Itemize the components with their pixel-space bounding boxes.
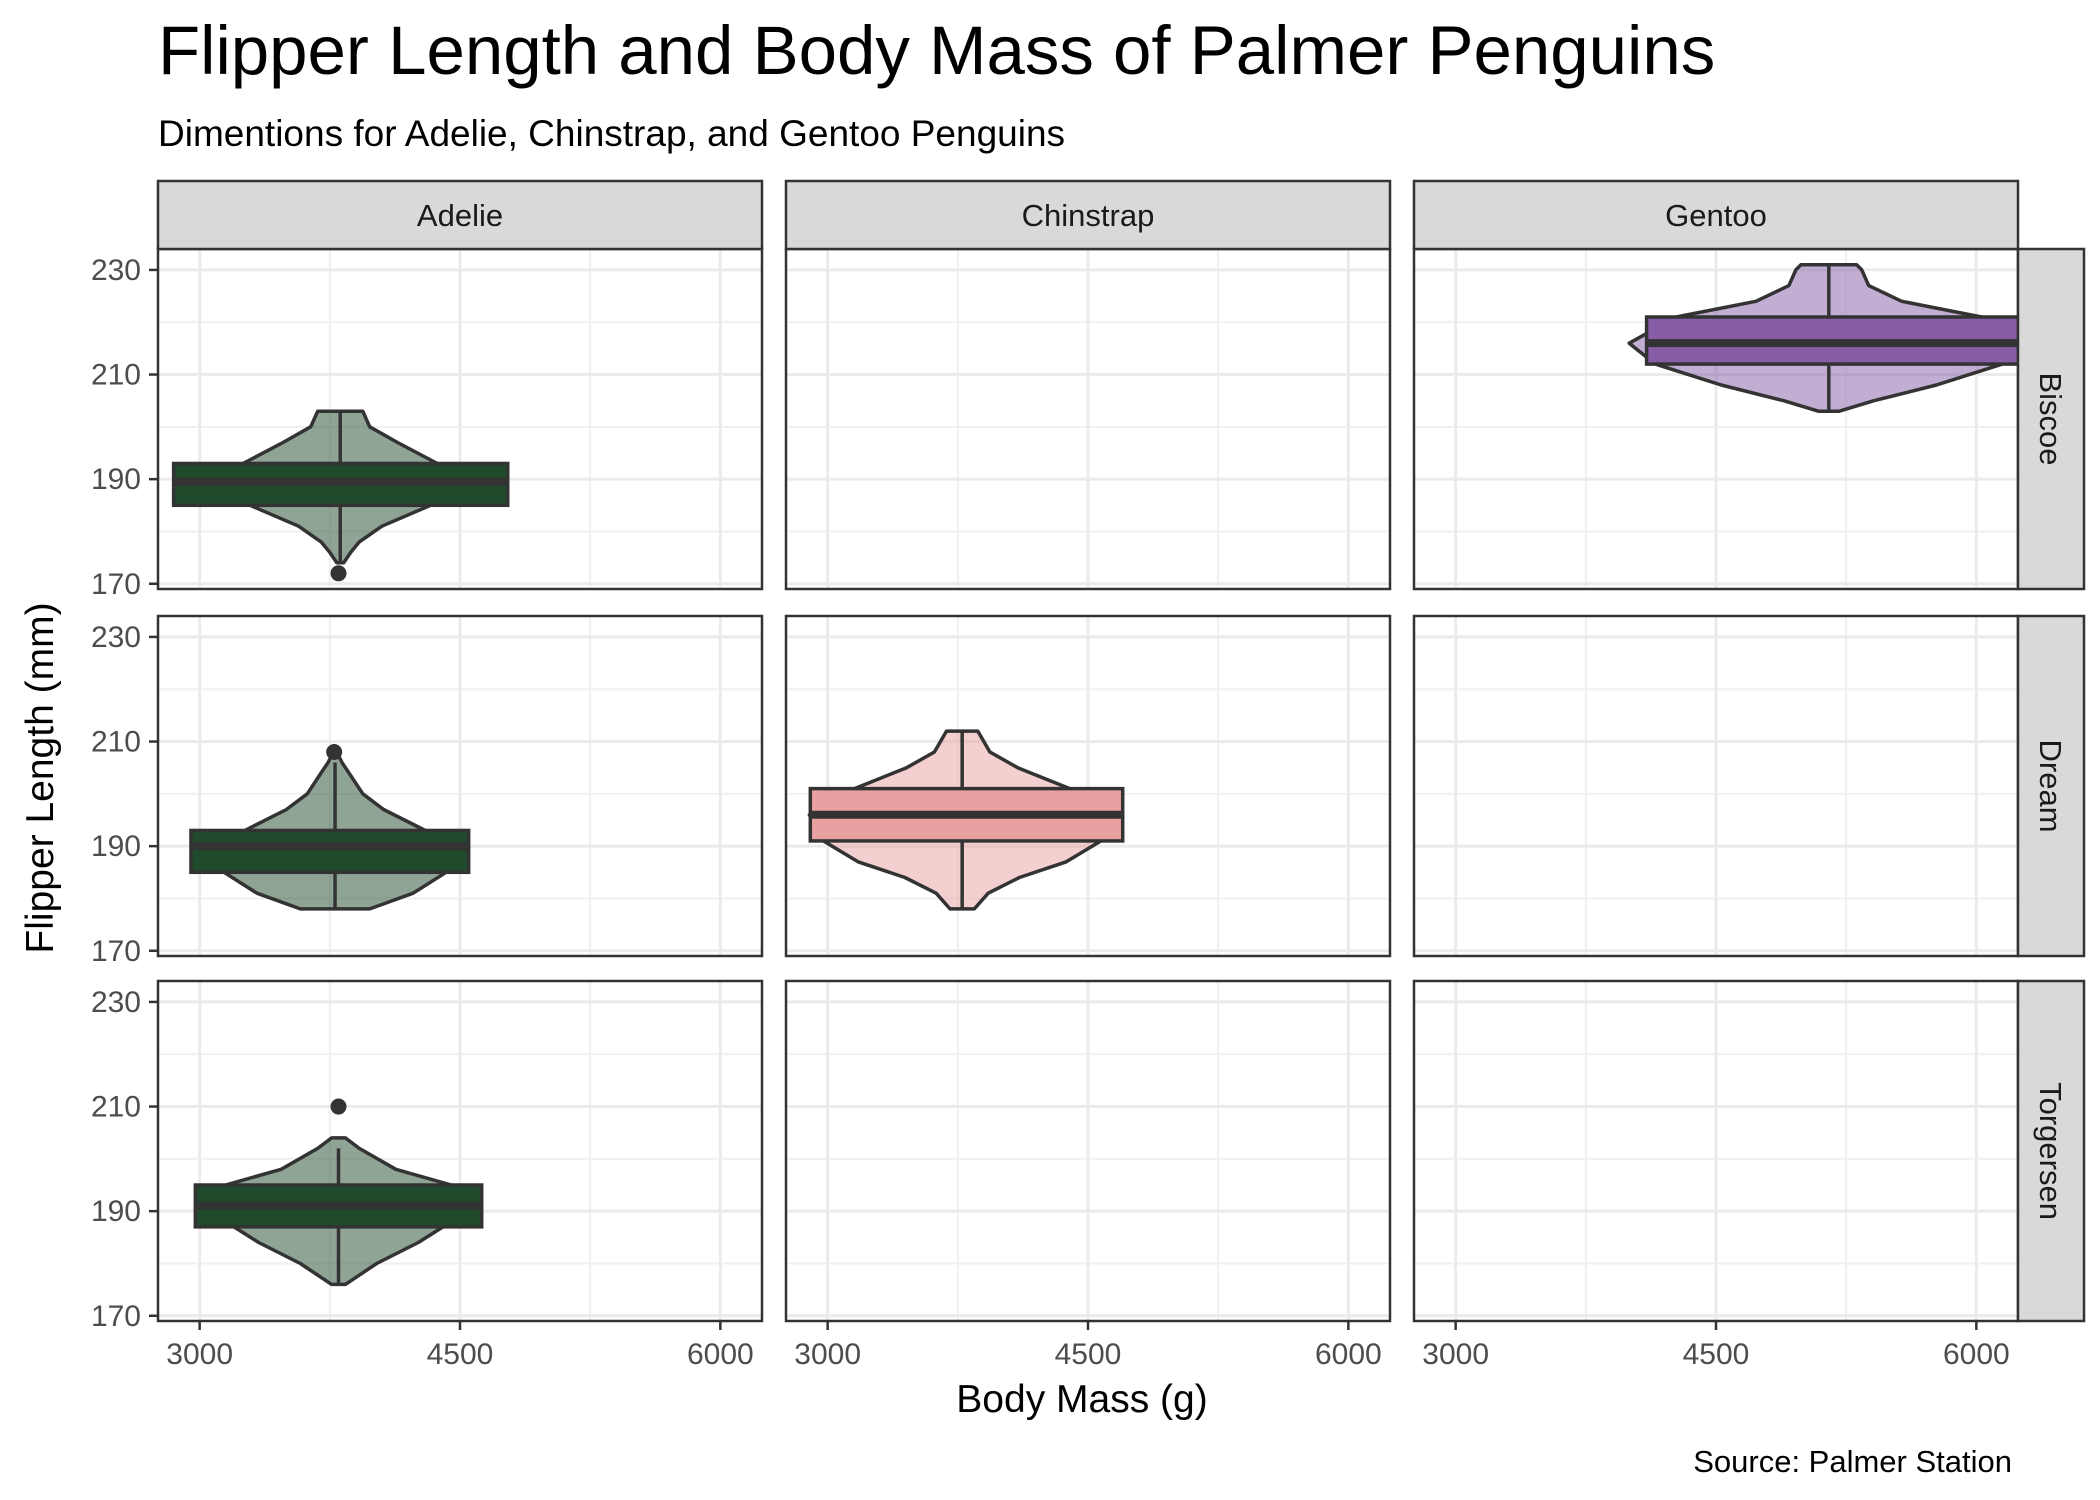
x-tick-label: 4500: [1055, 1338, 1122, 1371]
strip-label-adelie: Adelie: [417, 198, 503, 233]
x-tick-label: 3000: [794, 1338, 861, 1371]
y-tick-label: 170: [91, 935, 141, 968]
x-tick-label: 6000: [1943, 1338, 2010, 1371]
y-tick-label: 230: [91, 621, 141, 654]
panel-adelie-dream: [189, 744, 471, 911]
y-tick-label: 210: [91, 1091, 141, 1124]
x-tick-label: 4500: [427, 1338, 494, 1371]
panel-chinstrap-dream: [807, 729, 1125, 911]
y-tick-label: 210: [91, 359, 141, 392]
y-tick-label: 190: [91, 1195, 141, 1228]
x-tick-label: 6000: [687, 1338, 754, 1371]
box-iqr: [189, 828, 471, 875]
y-tick-label: 170: [91, 1300, 141, 1333]
panel-gentoo-biscoe: [1627, 262, 2031, 413]
strip-gentoo: [1412, 179, 2020, 251]
x-tick-label: 3000: [1422, 1338, 1489, 1371]
strip-label-chinstrap: Chinstrap: [1022, 198, 1155, 233]
y-tick-label: 190: [91, 830, 141, 863]
strip-label-gentoo: Gentoo: [1665, 198, 1767, 233]
strip-torgersen: [2016, 979, 2086, 1323]
panel-adelie-torgersen: [193, 1098, 484, 1287]
chart-title: Flipper Length and Body Mass of Palmer P…: [158, 12, 1715, 89]
x-tick-label: 4500: [1683, 1338, 1750, 1371]
x-tick-label: 3000: [166, 1338, 233, 1371]
strip-chinstrap: [784, 179, 1392, 251]
y-tick-label: 190: [91, 463, 141, 496]
strip-adelie: [156, 179, 764, 251]
facet-panels: Adelie Chinstrap Gentoo Biscoe Dream Torgerse…: [91, 179, 2086, 1371]
chart-subtitle: Dimentions for Adelie, Chinstrap, and Ge…: [158, 113, 1065, 154]
panel-border: [156, 614, 764, 958]
panel-border: [784, 614, 1392, 958]
y-tick-label: 170: [91, 568, 141, 601]
chart-caption: Source: Palmer Station: [1693, 1444, 2012, 1479]
outlier-point: [330, 1098, 347, 1115]
x-axis-label: Body Mass (g): [956, 1378, 1207, 1421]
panel-adelie-biscoe: [171, 409, 510, 582]
y-axis-label: Flipper Length (mm): [19, 602, 62, 953]
y-tick-label: 210: [91, 726, 141, 759]
strip-dream: [2016, 614, 2086, 958]
y-tick-label: 230: [91, 986, 141, 1019]
x-tick-label: 6000: [1315, 1338, 1382, 1371]
strip-label-torgersen: Torgersen: [2033, 1082, 2068, 1220]
y-tick-label: 230: [91, 254, 141, 287]
outlier-point: [330, 565, 347, 582]
strip-label-dream: Dream: [2033, 739, 2068, 832]
outlier-point: [326, 744, 343, 760]
strip-label-biscoe: Biscoe: [2033, 372, 2068, 465]
strip-biscoe: [2016, 247, 2086, 591]
